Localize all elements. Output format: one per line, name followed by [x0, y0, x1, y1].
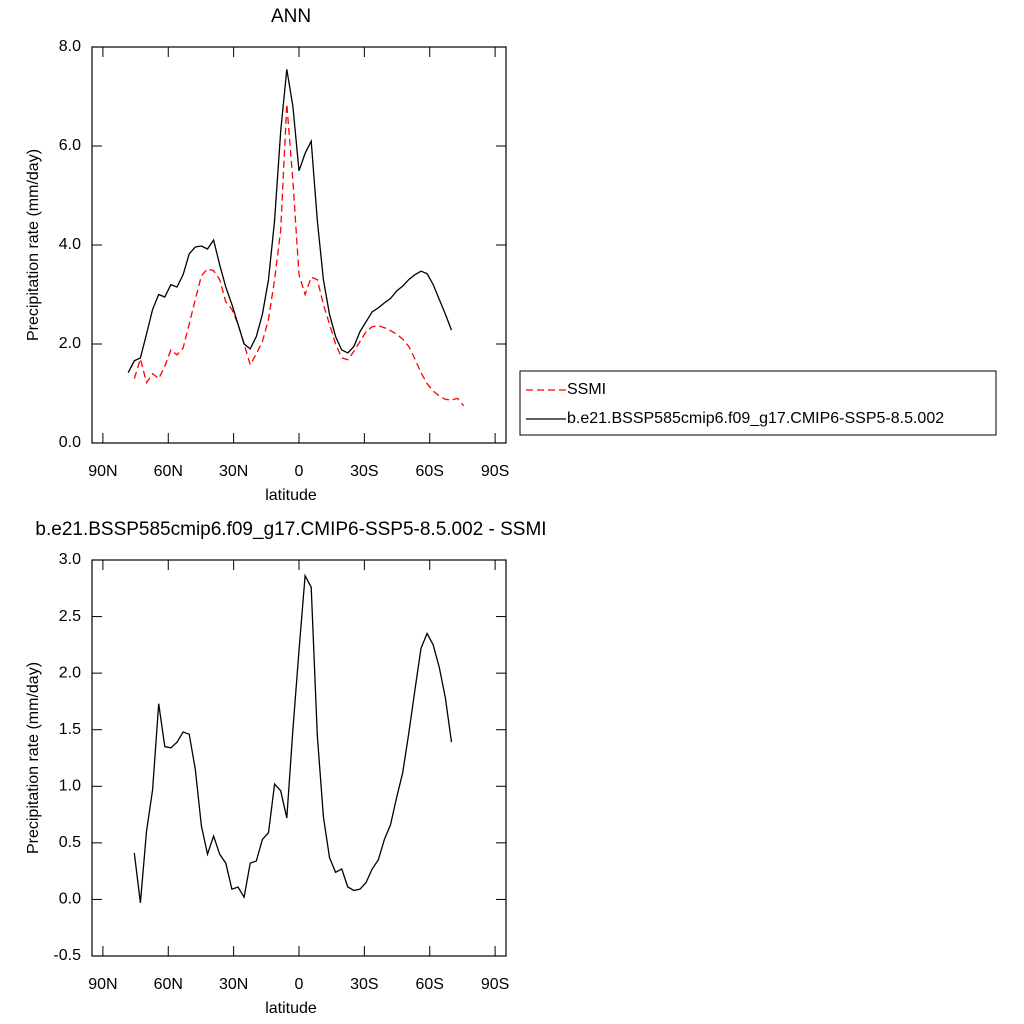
y-tick-label: 0.0 — [59, 434, 81, 451]
x-tick-label: 90S — [481, 463, 509, 480]
legend-box — [519, 370, 997, 436]
x-axis-label: latitude — [265, 487, 317, 504]
chart-title: b.e21.BSSP585cmip6.f09_g17.CMIP6-SSP5-8.… — [35, 519, 546, 540]
y-tick-label: 0.5 — [59, 834, 81, 851]
y-tick-label: -0.5 — [53, 947, 81, 964]
y-tick-label: 1.5 — [59, 721, 81, 738]
x-tick-label: 30N — [219, 463, 248, 480]
y-tick-label: 1.0 — [59, 778, 81, 795]
y-tick-label: 8.0 — [59, 38, 81, 55]
plot-frame — [91, 46, 507, 444]
plot-frame — [91, 559, 507, 957]
x-axis-label: latitude — [265, 1000, 317, 1017]
x-tick-label: 0 — [295, 463, 304, 480]
y-tick-label: 4.0 — [59, 236, 81, 253]
chart-title: ANN — [271, 6, 311, 27]
y-tick-label: 3.0 — [59, 551, 81, 568]
x-tick-label: 30N — [219, 976, 248, 993]
x-tick-label: 60S — [416, 463, 444, 480]
x-tick-label: 30S — [350, 976, 378, 993]
y-axis-label: Precipitation rate (mm/day) — [25, 662, 42, 854]
x-tick-label: 90S — [481, 976, 509, 993]
legend-label: SSMI — [567, 381, 606, 398]
x-tick-label: 0 — [295, 976, 304, 993]
data-line — [127, 69, 453, 373]
x-tick-label: 90N — [88, 976, 117, 993]
legend-label: b.e21.BSSP585cmip6.f09_g17.CMIP6-SSP5-8.… — [567, 410, 944, 427]
y-tick-label: 6.0 — [59, 137, 81, 154]
y-tick-label: 2.0 — [59, 664, 81, 681]
y-tick-label: 0.0 — [59, 891, 81, 908]
y-tick-label: 2.5 — [59, 608, 81, 625]
y-tick-label: 2.0 — [59, 335, 81, 352]
x-tick-label: 90N — [88, 463, 117, 480]
x-tick-label: 60N — [154, 463, 183, 480]
data-line — [133, 103, 465, 407]
y-axis-label: Precipitation rate (mm/day) — [25, 149, 42, 341]
data-line — [133, 573, 453, 903]
x-tick-label: 30S — [350, 463, 378, 480]
x-tick-label: 60N — [154, 976, 183, 993]
x-tick-label: 60S — [416, 976, 444, 993]
